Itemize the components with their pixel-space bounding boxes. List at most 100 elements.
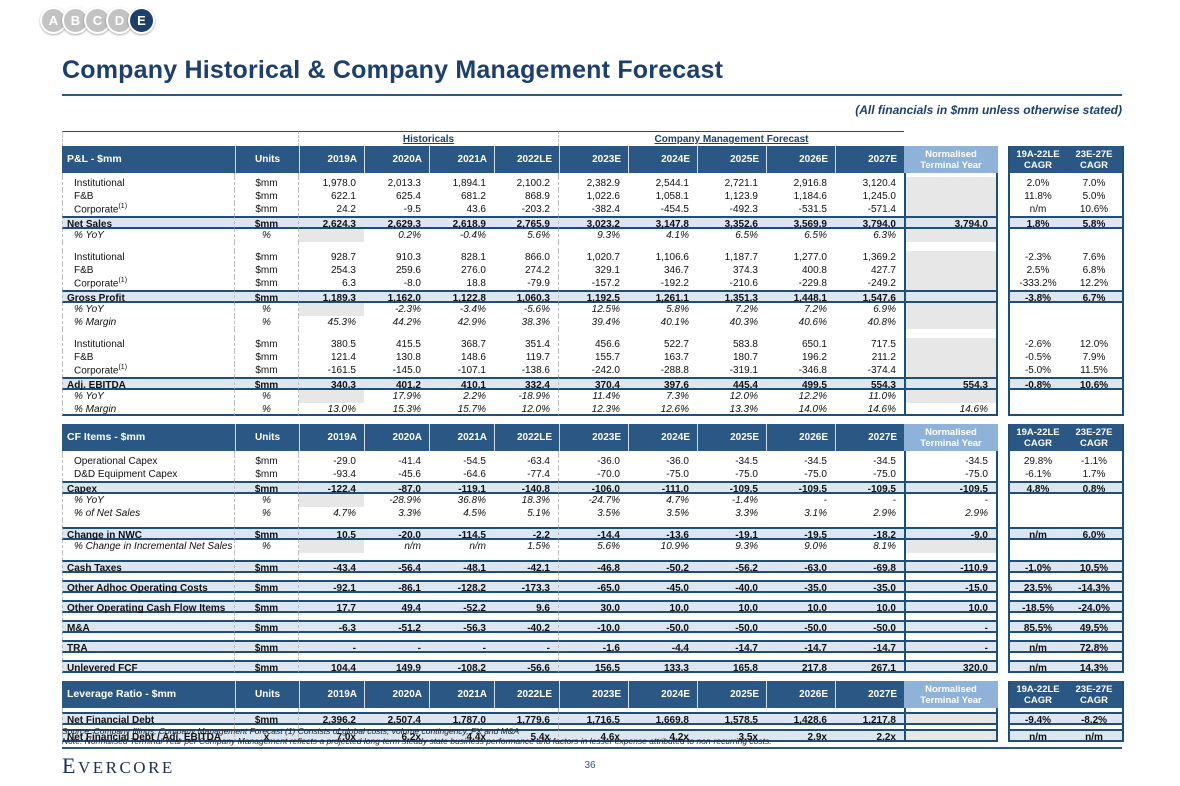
value-cell: 681.2 — [460, 191, 486, 202]
row-label: % Change in Incremental Net Sales — [62, 540, 235, 553]
value-cell: 45.3% — [327, 317, 356, 328]
gap — [1008, 593, 1124, 600]
value-cell: 3.5% — [666, 508, 689, 519]
value-cell: -93.4 — [333, 469, 356, 480]
value-cell: 40.8% — [867, 317, 896, 328]
gap — [1008, 242, 1124, 251]
cagr-cell — [1008, 229, 1066, 242]
footnotes: Source: Company filings, Company Managem… — [62, 726, 772, 746]
value-cell: -1.4% — [731, 495, 758, 506]
value-cell: 17.9% — [392, 391, 421, 402]
table-cell — [998, 190, 1008, 203]
year-header-2019A: 2019A — [299, 424, 364, 451]
row-units: $mm — [235, 481, 299, 495]
terminal-year-cell — [904, 229, 998, 242]
cagr-cell: n/m — [1008, 729, 1066, 743]
table-cell — [998, 264, 1008, 277]
cagr-cell: 14.3% — [1066, 660, 1124, 674]
cagr-cell: n/m — [1008, 640, 1066, 654]
value-cell: -34.5 — [735, 456, 758, 467]
value-cell: -114.5 — [429, 527, 494, 541]
gap — [998, 242, 1008, 251]
value-cell: 6.3% — [873, 230, 896, 241]
value-cell: 928.7 — [330, 252, 356, 263]
value-cell: 1,669.8 — [628, 712, 697, 726]
table-cell — [998, 620, 1008, 633]
row-label: Cash Taxes — [62, 560, 235, 574]
value-cell: 2.9x — [766, 729, 835, 743]
gap — [299, 573, 559, 580]
cagr-cell: 23.5% — [1008, 580, 1066, 594]
row-units: $mm — [235, 338, 299, 351]
value-cell: 1,779.6 — [494, 712, 559, 726]
value-cell: -46.8 — [559, 560, 628, 574]
row-label: Net Financial Debt — [62, 712, 235, 726]
value-cell: -229.8 — [798, 278, 827, 289]
terminal-year-cell: - — [904, 640, 998, 654]
value-cell: 5.6% — [597, 541, 620, 552]
value-cell: -64.6 — [463, 469, 486, 480]
row-label: Change in NWC — [62, 527, 235, 541]
row-label: % YoY — [62, 390, 235, 403]
gap — [62, 520, 235, 527]
source-note: Source: Company filings, Company Managem… — [62, 726, 520, 736]
terminal-year-cell: 14.6% — [904, 403, 998, 416]
year-header-2020A: 2020A — [364, 424, 429, 451]
value-cell: 211.2 — [871, 352, 896, 363]
value-cell: 155.7 — [594, 352, 620, 363]
cagr-cell: 10.6% — [1066, 377, 1124, 391]
value-cell: 2,507.4 — [364, 712, 429, 726]
value-cell: 1,428.6 — [766, 712, 835, 726]
value-cell: 397.6 — [628, 377, 697, 391]
cagr-cell: 2.5% — [1008, 264, 1066, 277]
cagr-cell: n/m — [1008, 527, 1066, 541]
row-label: % Margin — [62, 403, 235, 416]
value-cell: -107.1 — [457, 365, 486, 376]
table-cell — [998, 481, 1008, 494]
row-units: $mm — [235, 377, 299, 391]
value-cell: -75.0 — [666, 469, 689, 480]
cagr-cell: 1.7% — [1066, 468, 1124, 481]
gap — [299, 520, 559, 527]
value-cell: 554.3 — [835, 377, 904, 391]
gap — [904, 573, 998, 580]
table-cell — [998, 540, 1008, 553]
value-cell: -9.5 — [403, 204, 421, 215]
value-cell: -531.5 — [798, 204, 827, 215]
value-cell: -63.0 — [766, 560, 835, 574]
cagr-cell: -6.1% — [1008, 468, 1066, 481]
gap — [904, 173, 998, 177]
value-cell: -108.2 — [429, 660, 494, 674]
value-cell: 267.1 — [835, 660, 904, 674]
value-cell: 1,192.5 — [559, 290, 628, 304]
gap — [559, 520, 904, 527]
table-cell — [998, 277, 1008, 290]
gap — [62, 173, 235, 177]
gap — [1008, 613, 1124, 620]
step-badge-b[interactable]: B — [62, 7, 89, 34]
value-cell: 10.0 — [766, 600, 835, 614]
step-badge-e[interactable]: E — [128, 7, 155, 34]
value-cell: -35.0 — [835, 580, 904, 594]
value-cell: -79.9 — [494, 277, 559, 290]
value-cell: -161.5 — [327, 365, 356, 376]
row-units: % — [235, 540, 299, 553]
section-gap — [62, 673, 1124, 681]
value-cell: 8.1% — [873, 541, 896, 552]
value-cell: -140.8 — [494, 481, 559, 495]
value-cell: 4.2x — [628, 729, 697, 743]
value-cell: 445.4 — [697, 377, 766, 391]
group-header-spacer — [1008, 131, 1124, 144]
year-header-2022LE: 2022LE — [494, 424, 559, 451]
value-cell: 7.2% — [735, 304, 758, 315]
year-header-2019A: 2019A — [299, 681, 364, 708]
value-cell: -319.1 — [729, 365, 758, 376]
value-cell: - — [823, 495, 827, 506]
gap — [559, 242, 904, 251]
table-cell — [998, 351, 1008, 364]
units-header: Units — [235, 681, 299, 708]
value-cell: 12.0% — [729, 391, 758, 402]
gap — [1008, 725, 1124, 729]
value-cell: 1.5% — [494, 540, 559, 553]
